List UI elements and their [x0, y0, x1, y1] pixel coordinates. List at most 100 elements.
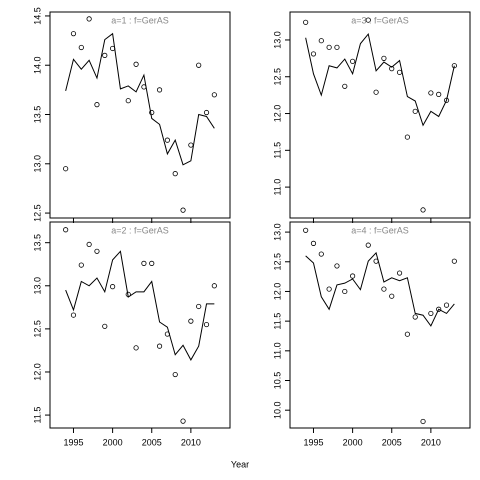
- point: [303, 227, 309, 233]
- point: [125, 98, 131, 104]
- point: [156, 343, 163, 349]
- fit-line: [305, 251, 455, 327]
- point: [310, 240, 317, 246]
- y-tick-label: 13.0: [272, 31, 282, 49]
- y-tick-label: 12.0: [272, 105, 282, 123]
- point: [211, 283, 217, 289]
- point: [396, 270, 403, 276]
- point: [389, 293, 395, 299]
- y-tick-label: 14.5: [32, 7, 42, 25]
- point: [326, 286, 332, 292]
- point: [420, 418, 426, 425]
- point: [188, 318, 194, 324]
- y-tick-label: 10.5: [272, 372, 282, 390]
- point: [180, 207, 186, 213]
- point: [428, 310, 434, 317]
- point: [396, 69, 403, 75]
- point: [412, 108, 418, 114]
- x-tick-label: 2010: [181, 437, 201, 447]
- point: [318, 251, 324, 257]
- fit-line: [65, 250, 215, 361]
- point: [86, 16, 92, 22]
- y-tick-label: 11.5: [272, 313, 282, 330]
- y-tick-label: 12.5: [272, 253, 282, 271]
- point: [412, 314, 418, 320]
- point: [102, 323, 108, 329]
- fit-line: [305, 32, 455, 127]
- point: [78, 44, 84, 51]
- x-tick-label: 2005: [142, 437, 162, 447]
- point: [326, 44, 332, 50]
- x-tick-label: 2005: [382, 437, 402, 447]
- point: [350, 58, 356, 64]
- panel-frame: [49, 221, 231, 429]
- point: [63, 227, 69, 233]
- point: [436, 306, 442, 312]
- x-tick-label: 1995: [303, 437, 323, 447]
- panel-title: a=2 : f=GerAS: [111, 225, 169, 235]
- y-tick-label: 13.5: [32, 234, 42, 252]
- point: [196, 303, 202, 310]
- y-tick-label: 13.0: [32, 155, 42, 173]
- point: [310, 51, 317, 57]
- point: [334, 263, 340, 269]
- x-tick-label: 1995: [63, 437, 83, 447]
- point: [318, 38, 324, 44]
- point: [381, 55, 387, 61]
- point: [303, 19, 309, 25]
- y-tick-label: 12.5: [32, 320, 42, 338]
- y-tick-label: 11.5: [272, 142, 282, 159]
- point: [365, 17, 371, 23]
- panel-title: a=1 : f=GerAS: [111, 15, 169, 25]
- point: [203, 109, 210, 116]
- point: [164, 137, 170, 143]
- y-tick-label: 13.5: [32, 106, 42, 124]
- x-axis-label: Year: [231, 459, 249, 469]
- y-tick-label: 12.0: [32, 363, 42, 381]
- point: [94, 248, 100, 254]
- point: [389, 66, 395, 72]
- x-tick-label: 2000: [343, 437, 363, 447]
- y-tick-label: 13.0: [32, 277, 42, 295]
- point: [443, 302, 450, 308]
- panel-title: a=3 : f=GerAS: [351, 15, 409, 25]
- y-tick-label: 10.0: [272, 401, 282, 419]
- panel-frame: [49, 11, 231, 219]
- point: [381, 286, 387, 292]
- point: [63, 166, 69, 172]
- y-tick-label: 12.5: [272, 68, 282, 86]
- point: [102, 52, 108, 58]
- point: [78, 262, 84, 268]
- panel-frame: [289, 11, 471, 219]
- point: [180, 418, 186, 424]
- point: [141, 260, 147, 266]
- y-tick-label: 11.5: [32, 407, 42, 424]
- point: [196, 62, 202, 68]
- point: [342, 288, 348, 295]
- y-tick-label: 12.0: [272, 283, 282, 301]
- point: [342, 83, 348, 89]
- point: [94, 102, 100, 108]
- point: [133, 345, 139, 351]
- x-tick-label: 2000: [103, 437, 123, 447]
- point: [404, 331, 410, 337]
- point: [86, 241, 92, 248]
- point: [428, 90, 434, 96]
- point: [110, 284, 116, 290]
- point: [420, 207, 426, 213]
- point: [365, 242, 371, 248]
- point: [451, 258, 457, 264]
- point: [149, 260, 155, 266]
- panel-title: a=4 : f=GerAS: [351, 225, 409, 235]
- point: [334, 44, 340, 50]
- panel-frame: [289, 221, 471, 429]
- point: [404, 134, 410, 140]
- point: [149, 109, 155, 116]
- point: [133, 61, 139, 67]
- y-tick-label: 14.0: [32, 56, 42, 74]
- y-tick-label: 13.0: [272, 223, 282, 241]
- point: [172, 171, 178, 177]
- point: [188, 142, 194, 148]
- point: [211, 92, 217, 98]
